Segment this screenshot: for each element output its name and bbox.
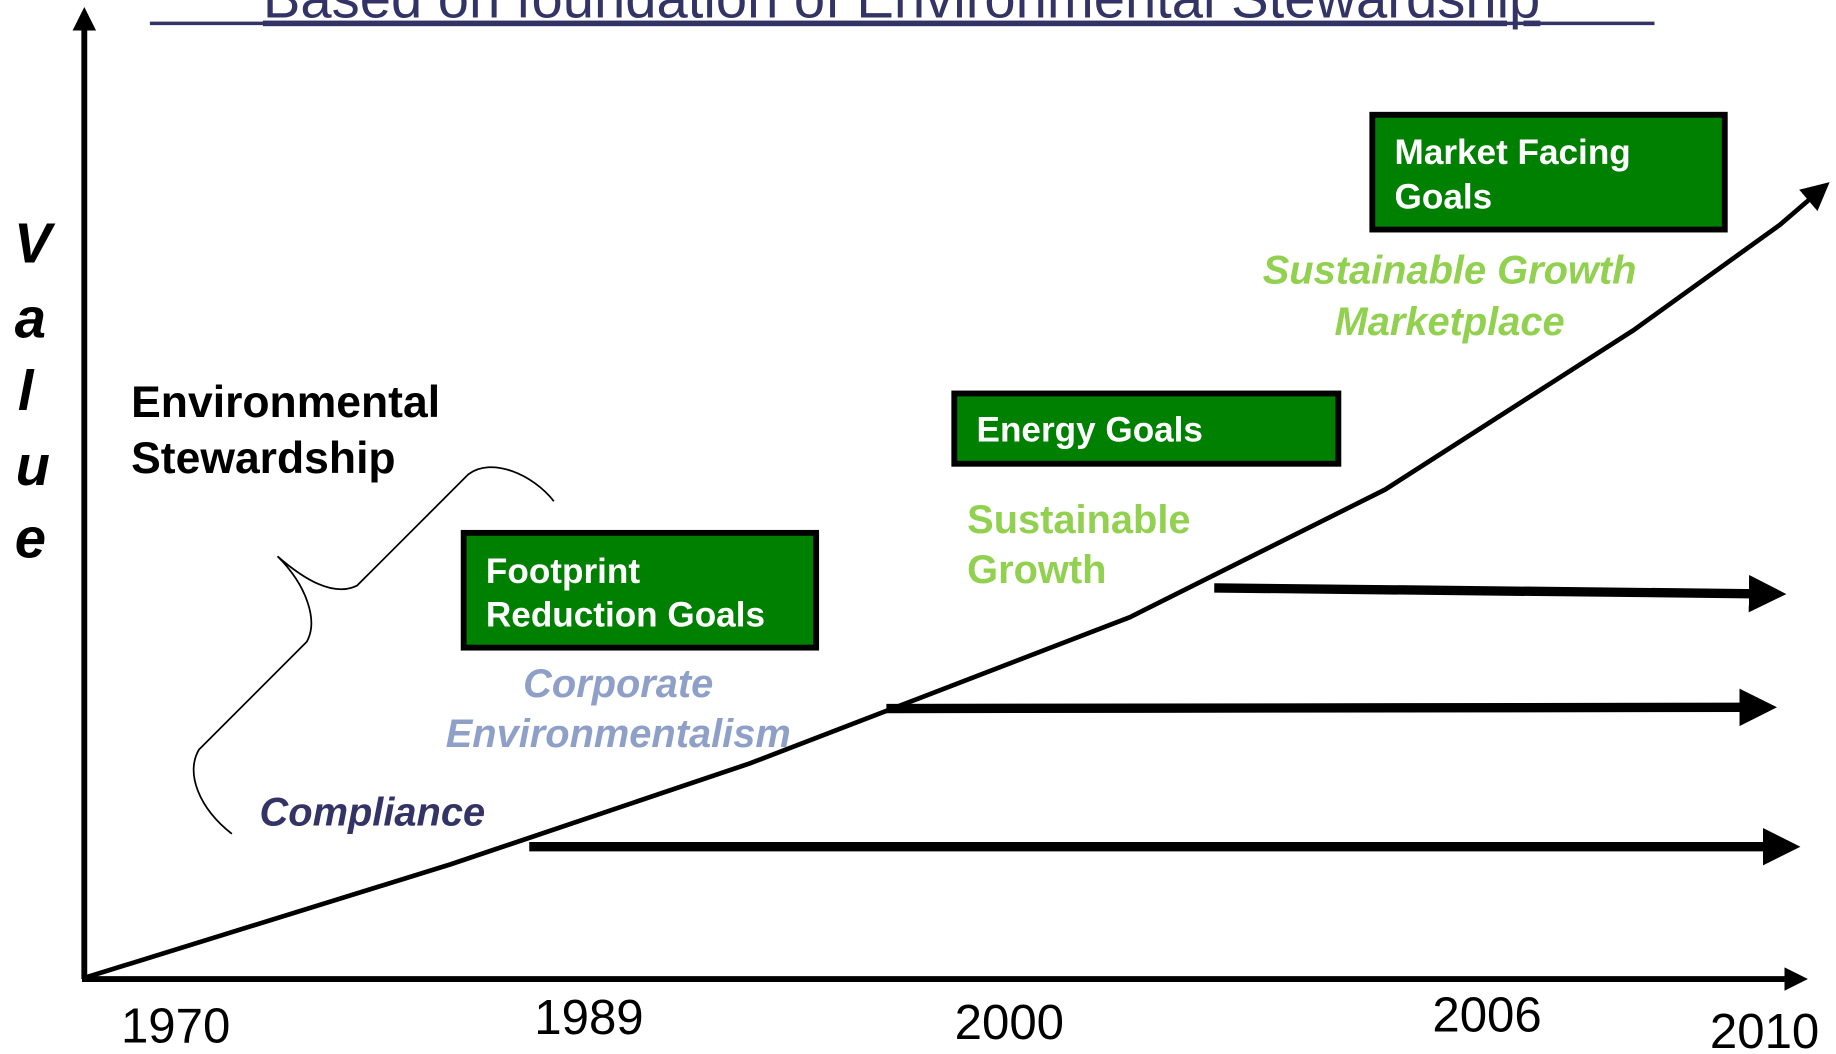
goal-box [460,529,820,651]
stage-label: Environmentalism [446,712,791,756]
goal-text: Goals [1395,177,1493,216]
year-label: 2006 [1432,988,1541,1043]
stage-label: Sustainable [967,498,1190,542]
stage-label: Compliance [260,791,486,835]
plateau-arrow [886,688,1777,727]
growth-line [83,182,1830,981]
stage-label: Marketplace [1335,300,1565,344]
goal-text: Energy Goals [977,411,1203,450]
goal-box [951,390,1342,467]
year-label: 2010 [1710,1004,1819,1054]
stage-label: Corporate [523,662,713,706]
stewardship-line: Stewardship [131,434,395,483]
goal-box [1369,111,1728,233]
y-letter: l [18,359,35,422]
y-letter: a [15,286,46,349]
y-axis-label: V a l u e [14,211,56,569]
goal-text: Market Facing [1395,133,1631,172]
y-letter: V [14,211,56,274]
y-letter: e [15,506,46,569]
plateau-arrow [1214,574,1787,613]
brace [192,466,555,835]
stewardship-line: Environmental [131,378,440,427]
year-label: 1970 [121,998,230,1053]
goal-text: Reduction Goals [486,596,765,635]
goal-text: Footprint [486,552,640,591]
stage-label: Sustainable Growth [1263,248,1637,292]
year-label: 1989 [534,990,643,1045]
year-label: 2000 [955,995,1064,1050]
stewardship-label: Environmental Stewardship [131,378,440,483]
y-letter: u [16,434,50,497]
stage-label: Growth [967,548,1106,592]
